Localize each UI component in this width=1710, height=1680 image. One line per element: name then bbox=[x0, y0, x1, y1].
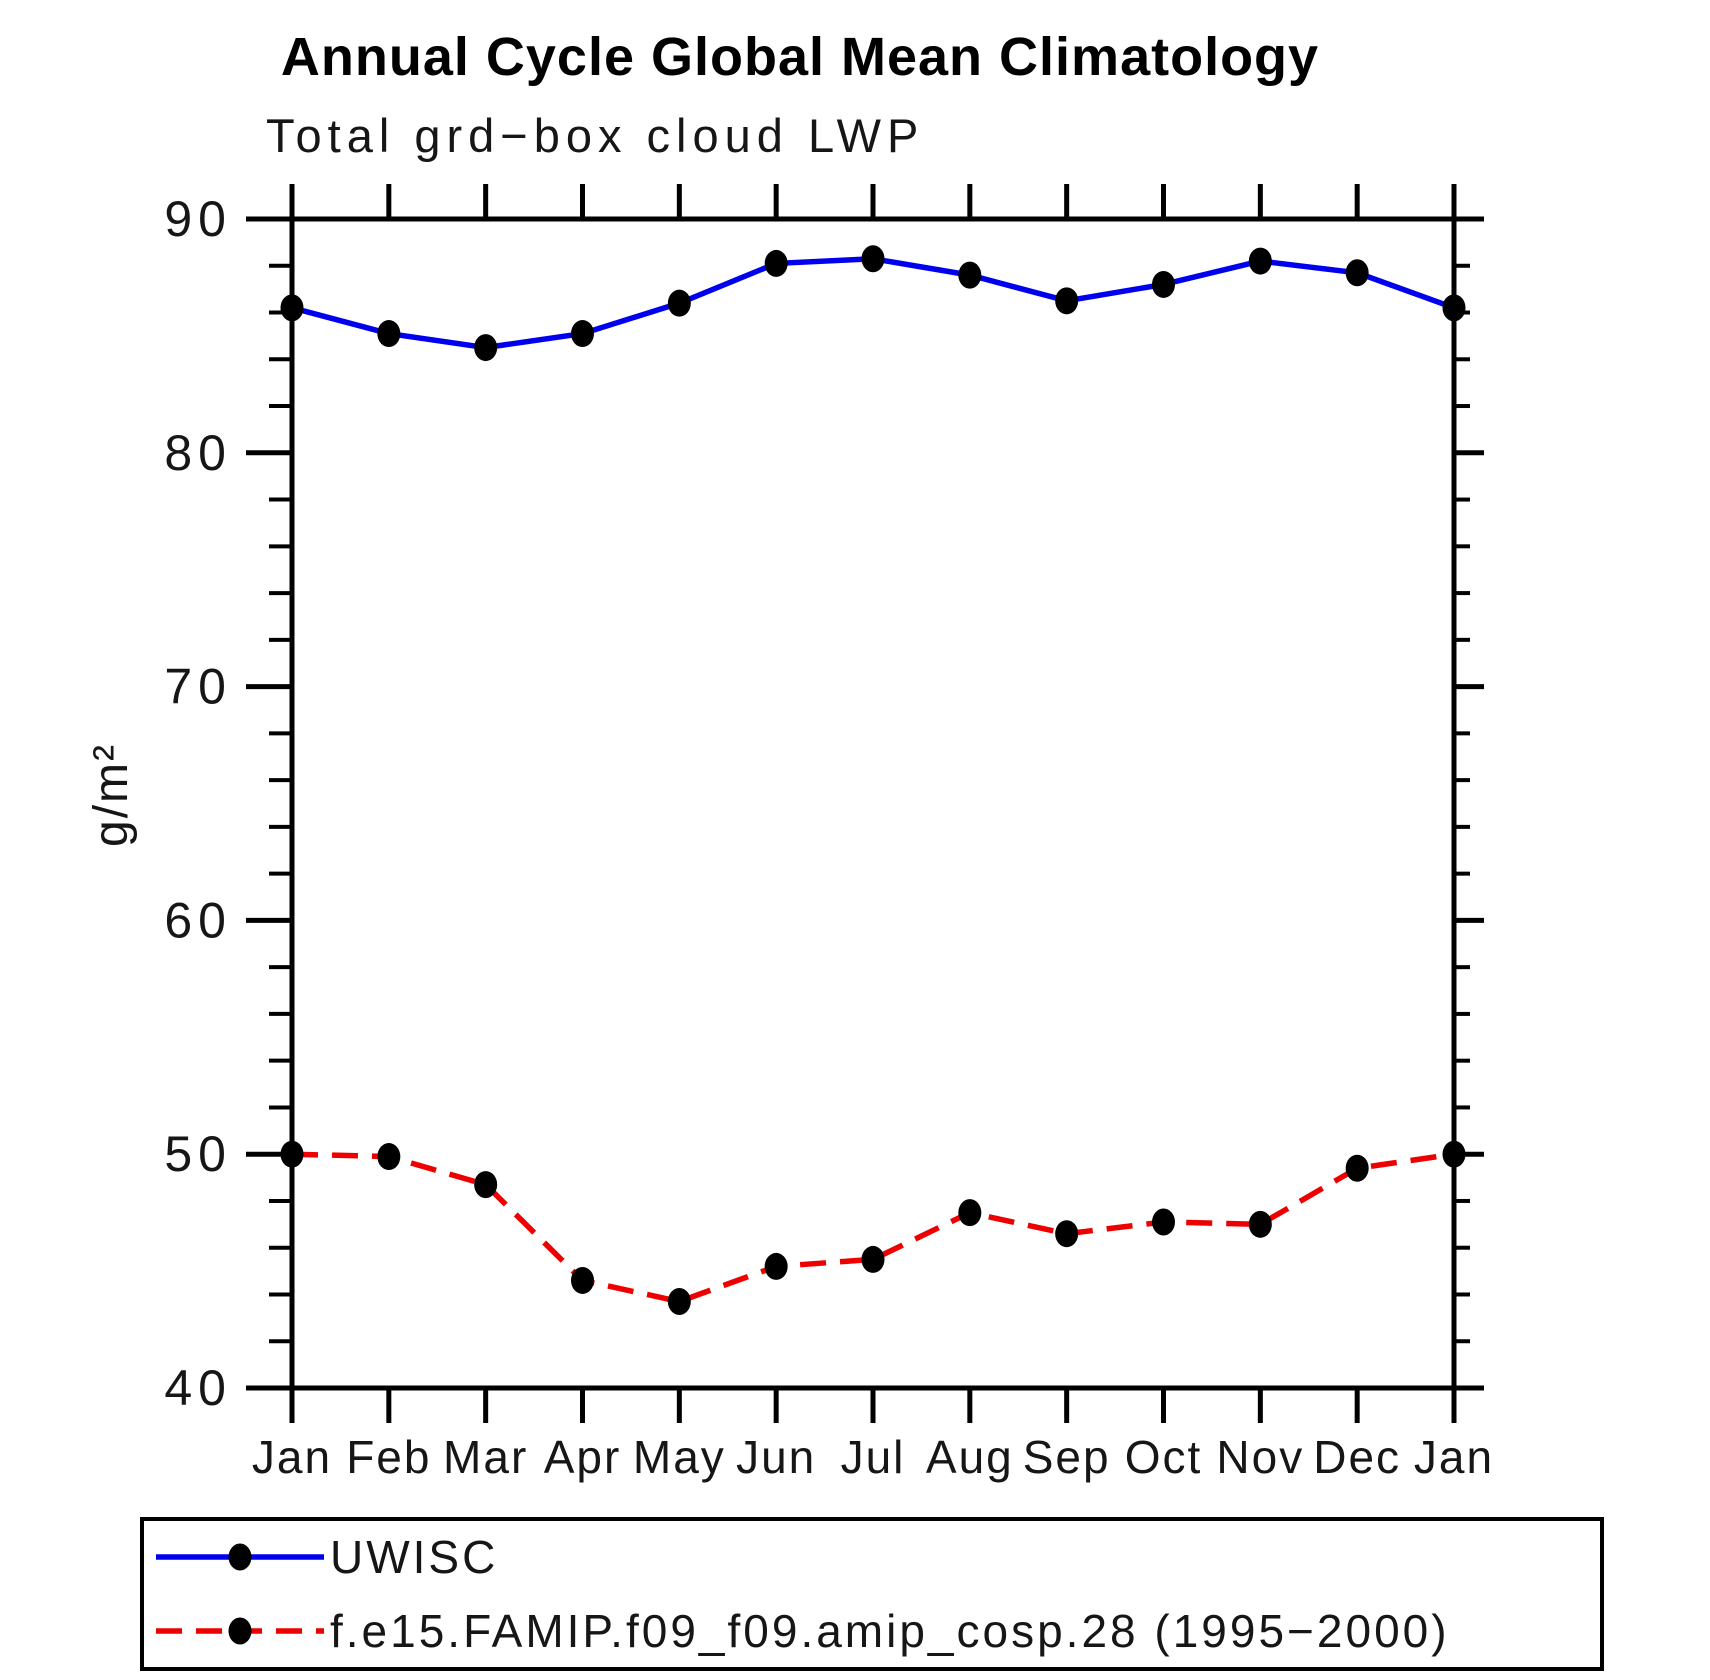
x-tick-label: Jan bbox=[1414, 1431, 1494, 1483]
x-tick-label: Feb bbox=[346, 1431, 431, 1483]
legend-label-uwisc: UWISC bbox=[330, 1531, 499, 1583]
data-point-marker bbox=[667, 289, 691, 317]
series-line-1 bbox=[291, 1151, 1455, 1305]
data-point-marker bbox=[764, 1252, 788, 1280]
x-tick-label: Mar bbox=[443, 1431, 528, 1483]
series-0 bbox=[280, 245, 1466, 362]
data-point-marker bbox=[571, 320, 594, 348]
data-point-marker bbox=[667, 1287, 691, 1315]
data-point-marker bbox=[474, 334, 498, 362]
chart-subtitle: Total grd−box cloud LWP bbox=[266, 109, 925, 162]
data-point-marker bbox=[861, 245, 885, 273]
data-point-marker bbox=[474, 1171, 498, 1199]
data-point-marker bbox=[1345, 1154, 1369, 1182]
series-1 bbox=[280, 1140, 1466, 1315]
data-point-marker bbox=[1442, 294, 1466, 322]
x-tick-label: Apr bbox=[544, 1431, 622, 1483]
legend-item-uwisc: UWISC bbox=[152, 1524, 1600, 1590]
data-point-marker bbox=[1442, 1140, 1466, 1168]
data-point-marker bbox=[1152, 270, 1175, 298]
data-point-marker bbox=[958, 1199, 982, 1227]
x-tick-label: Sep bbox=[1023, 1431, 1111, 1483]
legend: UWISC f.e15.FAMIP.f09_f09.amip_cosp.28 (… bbox=[140, 1517, 1604, 1671]
y-axis: 40 50 60 70 80 90 bbox=[164, 191, 1484, 1416]
x-tick-label: May bbox=[633, 1431, 726, 1483]
data-point-marker bbox=[958, 261, 982, 289]
x-tick-label: Jul bbox=[841, 1431, 906, 1483]
legend-line-sample-uwisc bbox=[156, 1543, 324, 1571]
x-tick-label: Nov bbox=[1216, 1431, 1304, 1483]
x-axis: Jan Feb Mar Apr May Jun Jul Aug Sep Oct Nov Dec Jan bbox=[252, 184, 1494, 1483]
legend-sample-marker bbox=[228, 1543, 252, 1571]
y-tick-label: 90 bbox=[164, 191, 232, 247]
x-tick-label: Aug bbox=[926, 1431, 1014, 1483]
data-point-marker bbox=[1248, 247, 1272, 275]
legend-label-model: f.e15.FAMIP.f09_f09.amip_cosp.28 (1995−2… bbox=[330, 1605, 1450, 1657]
y-axis-title: g/m² bbox=[85, 743, 138, 847]
y-tick-label: 70 bbox=[164, 659, 232, 715]
data-point-marker bbox=[1152, 1208, 1175, 1236]
legend-item-model: f.e15.FAMIP.f09_f09.amip_cosp.28 (1995−2… bbox=[152, 1598, 1600, 1664]
data-point-marker bbox=[280, 294, 304, 322]
x-tick-label: Jan bbox=[252, 1431, 332, 1483]
data-point-marker bbox=[1345, 259, 1369, 287]
data-point-marker bbox=[280, 1140, 304, 1168]
y-tick-label: 50 bbox=[164, 1126, 232, 1182]
chart-title: Annual Cycle Global Mean Climatology bbox=[280, 27, 1320, 87]
y-tick-label: 40 bbox=[164, 1360, 232, 1416]
x-tick-label: Dec bbox=[1313, 1431, 1401, 1483]
x-tick-label: Jun bbox=[736, 1431, 816, 1483]
x-tick-label: Oct bbox=[1125, 1431, 1203, 1483]
data-point-marker bbox=[1055, 1220, 1079, 1248]
legend-line-sample-model bbox=[156, 1617, 324, 1645]
y-tick-label: 60 bbox=[164, 892, 232, 948]
y-tick-label: 80 bbox=[164, 425, 232, 481]
legend-sample-marker bbox=[228, 1617, 252, 1645]
data-point-marker bbox=[571, 1266, 594, 1294]
data-point-marker bbox=[764, 249, 788, 277]
data-point-marker bbox=[377, 320, 401, 348]
data-point-marker bbox=[1055, 287, 1079, 315]
data-point-marker bbox=[377, 1143, 401, 1171]
data-point-marker bbox=[1248, 1210, 1272, 1238]
data-point-marker bbox=[861, 1245, 885, 1273]
